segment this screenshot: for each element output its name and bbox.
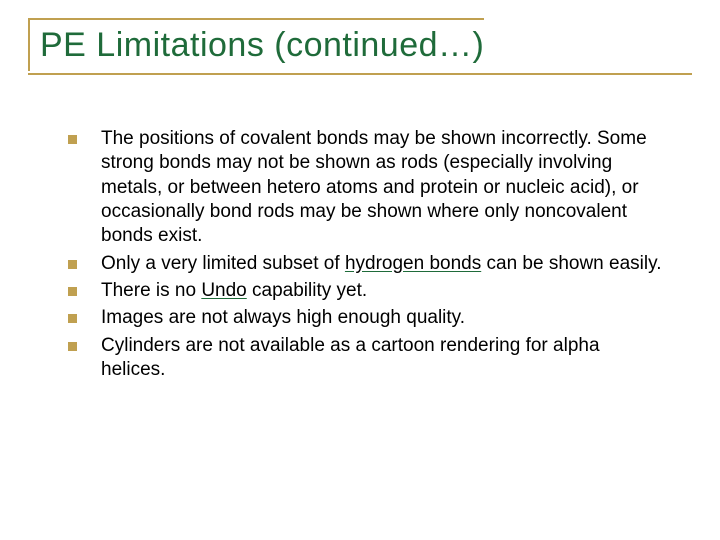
text-post: can be shown easily. bbox=[481, 253, 661, 274]
bullet-text: Images are not always high enough qualit… bbox=[101, 306, 664, 330]
square-bullet-icon bbox=[68, 342, 77, 351]
list-item: There is no Undo capability yet. bbox=[68, 279, 664, 303]
text-post: capability yet. bbox=[247, 280, 367, 301]
title-border: PE Limitations (continued…) bbox=[28, 18, 692, 75]
bullet-text: There is no Undo capability yet. bbox=[101, 279, 664, 303]
square-bullet-icon bbox=[68, 260, 77, 269]
text-pre: Only a very limited subset of bbox=[101, 253, 345, 274]
bullet-text: The positions of covalent bonds may be s… bbox=[101, 127, 664, 249]
square-bullet-icon bbox=[68, 314, 77, 323]
underlined-term: Undo bbox=[201, 280, 246, 301]
slide-body: The positions of covalent bonds may be s… bbox=[28, 127, 692, 382]
bullet-text: Only a very limited subset of hydrogen b… bbox=[101, 252, 664, 276]
list-item: Images are not always high enough qualit… bbox=[68, 306, 664, 330]
bullet-text: Cylinders are not available as a cartoon… bbox=[101, 334, 664, 383]
square-bullet-icon bbox=[68, 287, 77, 296]
square-bullet-icon bbox=[68, 135, 77, 144]
list-item: Only a very limited subset of hydrogen b… bbox=[68, 252, 664, 276]
slide-title: PE Limitations (continued…) bbox=[40, 26, 484, 65]
list-item: The positions of covalent bonds may be s… bbox=[68, 127, 664, 249]
slide: PE Limitations (continued…) The position… bbox=[0, 0, 720, 540]
underlined-term: hydrogen bonds bbox=[345, 253, 481, 274]
title-inner-border: PE Limitations (continued…) bbox=[28, 18, 484, 71]
text-pre: There is no bbox=[101, 280, 201, 301]
bullet-list: The positions of covalent bonds may be s… bbox=[68, 127, 664, 382]
list-item: Cylinders are not available as a cartoon… bbox=[68, 334, 664, 383]
